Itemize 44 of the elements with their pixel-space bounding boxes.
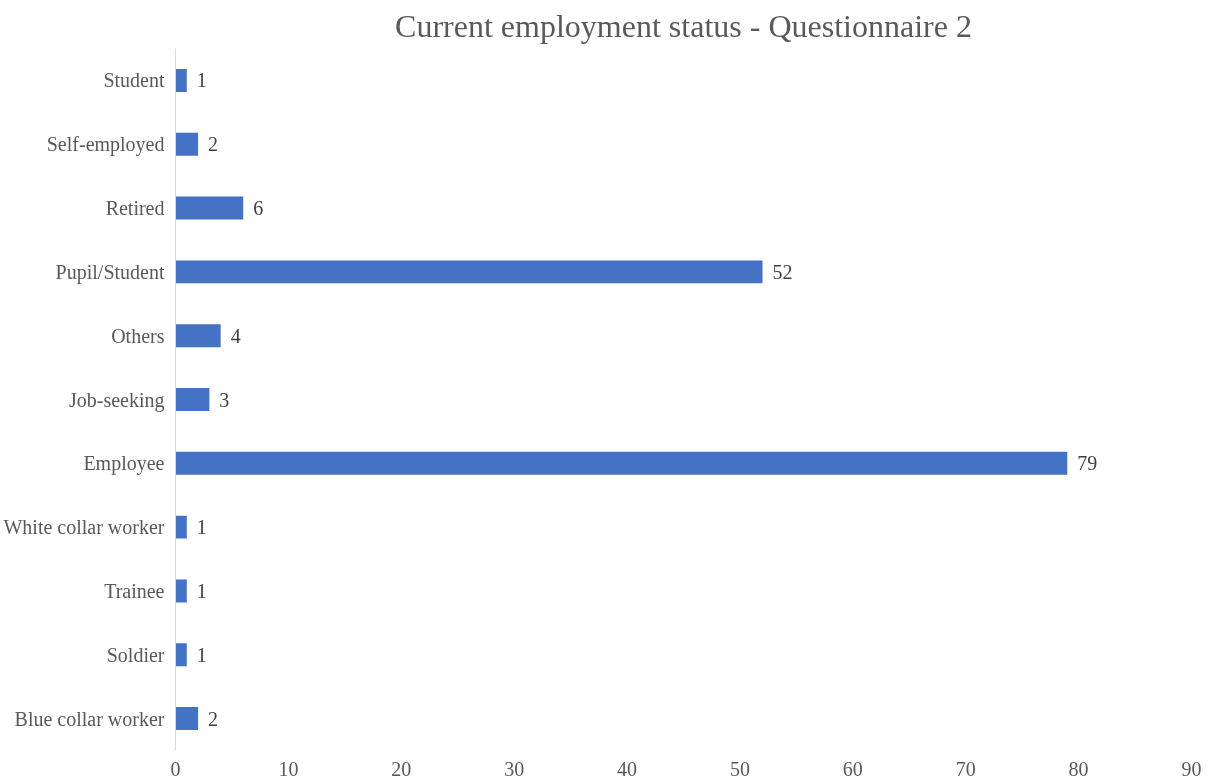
x-tick-label: 90 [1181, 757, 1202, 778]
x-tick-label: 0 [170, 757, 181, 778]
bar [175, 324, 221, 348]
bar [175, 643, 187, 667]
data-label: 3 [219, 388, 230, 411]
x-tick-label: 40 [617, 757, 638, 778]
bar [175, 707, 199, 731]
y-tick-label: White collar worker [3, 516, 165, 539]
data-label: 52 [772, 260, 793, 283]
y-tick-label: Pupil/Student [55, 260, 165, 284]
bar [175, 388, 210, 411]
x-tick-label: 80 [1068, 757, 1089, 778]
bar [175, 132, 199, 156]
chart-title: Current employment status - Questionnaire 2 [395, 7, 972, 44]
x-tick-label: 50 [729, 757, 750, 778]
data-label: 79 [1077, 452, 1098, 475]
x-tick-label: 70 [955, 757, 976, 778]
x-tick-label: 30 [504, 757, 525, 778]
data-label: 4 [230, 324, 241, 347]
y-tick-label: Soldier [106, 643, 165, 666]
x-tick-label: 20 [391, 757, 412, 778]
data-label: 1 [196, 69, 207, 92]
y-tick-label: Employee [83, 452, 165, 476]
bar [175, 68, 187, 92]
bar [175, 196, 244, 220]
bar [175, 260, 763, 284]
y-tick-label: Retired [105, 197, 165, 220]
y-tick-label: Job-seeking [68, 388, 165, 412]
x-tick-label: 60 [842, 757, 863, 778]
data-label: 2 [208, 133, 219, 156]
data-label: 1 [196, 516, 207, 539]
bar [175, 515, 187, 539]
data-label: 1 [196, 579, 207, 602]
y-tick-label: Student [103, 69, 165, 92]
y-tick-label: Self-employed [46, 133, 165, 157]
data-label: 6 [253, 197, 264, 220]
x-tick-label: 10 [278, 757, 299, 778]
y-tick-label: Others [111, 324, 165, 347]
data-label: 2 [208, 707, 219, 730]
y-tick-label: Trainee [104, 579, 165, 602]
bar [175, 579, 187, 603]
y-tick-label: Blue collar worker [14, 707, 165, 730]
bar [175, 451, 1068, 475]
data-label: 1 [196, 643, 207, 666]
